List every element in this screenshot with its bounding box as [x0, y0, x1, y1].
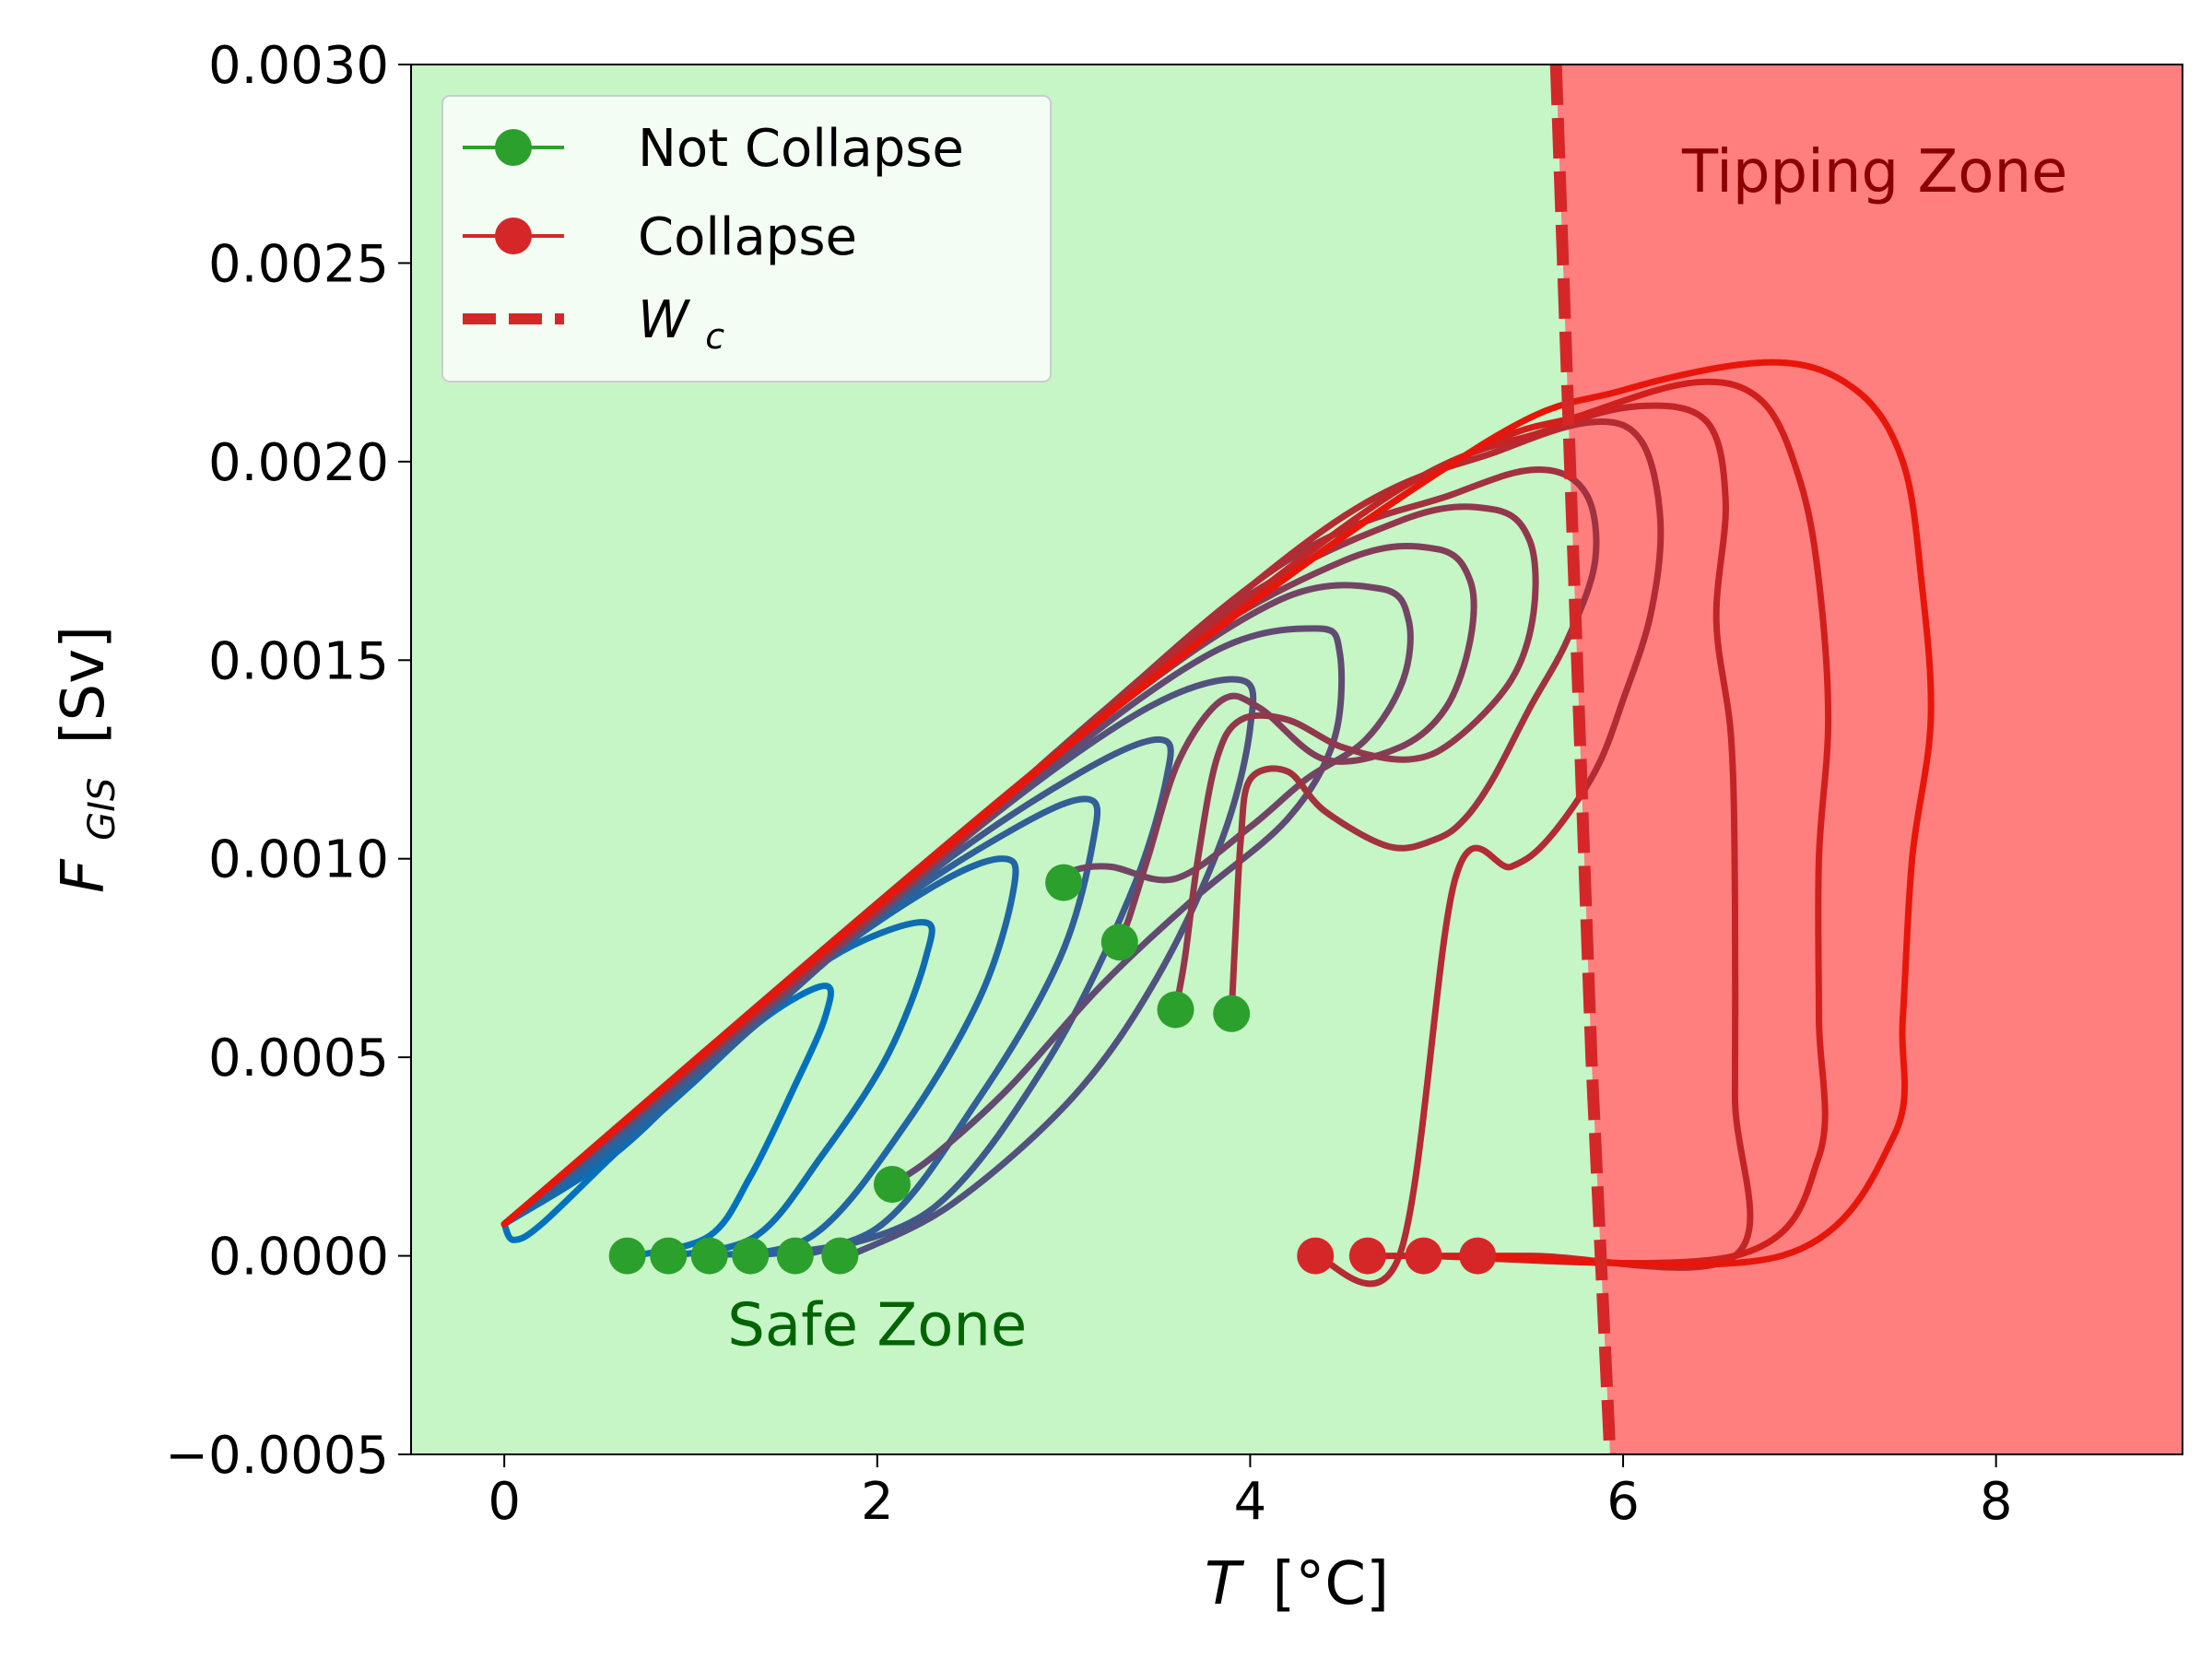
x-tick-label: 8	[1980, 1472, 2013, 1532]
plot-frame	[410, 64, 2183, 1455]
y-tick-label: −0.0005	[165, 1426, 389, 1486]
not-collapse-marker-5	[821, 1237, 859, 1275]
legend-label-wc: W c	[638, 290, 724, 357]
y-tick-label: 0.0030	[208, 36, 389, 96]
y-tick-label: 0.0025	[208, 234, 389, 294]
not-collapse-marker-2	[690, 1237, 728, 1275]
endpoint-markers	[608, 864, 1497, 1275]
plot-area	[411, 65, 2183, 1454]
legend-label-not-collapse: Not Collapse	[638, 119, 964, 179]
safe-zone-region	[411, 65, 1610, 1454]
legend: Not Collapse Collapse W c	[441, 95, 1052, 382]
y-tick-label: 0.0000	[208, 1228, 389, 1288]
not-collapse-marker-8	[1100, 924, 1138, 961]
x-tick-label: 6	[1606, 1472, 1640, 1532]
y-axis-label-subscript: GIS	[81, 778, 124, 841]
x-tick-label: 0	[488, 1472, 521, 1532]
y-tick-label: 0.0020	[208, 433, 389, 493]
legend-marker-not-collapse	[495, 129, 532, 166]
collapse-marker-0	[1297, 1237, 1335, 1275]
y-tick-label: 0.0005	[208, 1029, 389, 1088]
legend-entry-wc: W c	[463, 290, 724, 357]
legend-entry-collapse: Collapse	[463, 207, 857, 267]
safe-zone-label: Safe Zone	[727, 1292, 1027, 1360]
not-collapse-marker-6	[873, 1166, 911, 1204]
tipping-zone-region	[1556, 65, 2183, 1454]
y-tick-label: 0.0015	[208, 631, 389, 691]
legend-label-collapse: Collapse	[638, 207, 857, 267]
x-tick-label: 4	[1234, 1472, 1267, 1532]
collapse-marker-2	[1405, 1237, 1442, 1275]
trajectory-line-0	[500, 982, 834, 1260]
collapse-marker-1	[1348, 1237, 1386, 1275]
x-axis-label-unit: [°C]	[1272, 1550, 1389, 1618]
not-collapse-marker-1	[650, 1237, 688, 1275]
y-tick-label: 0.0010	[208, 830, 389, 890]
trajectory-line-14	[500, 359, 1935, 1268]
collapse-marker-3	[1459, 1237, 1497, 1275]
y-axis: −0.0005 0.0000 0.0005 0.0010 0.0015 0.0020 0.0…	[165, 36, 411, 1486]
not-collapse-marker-7	[1045, 864, 1083, 901]
not-collapse-marker-4	[776, 1237, 814, 1275]
not-collapse-marker-9	[1157, 991, 1194, 1029]
x-axis: 0 2 4 6 8	[488, 1454, 2013, 1532]
y-axis-label-unit: [Sv]	[50, 626, 118, 744]
not-collapse-marker-10	[1213, 994, 1251, 1032]
wc-boundary-line	[1549, 65, 1617, 1454]
legend-box	[441, 95, 1052, 382]
legend-entry-not-collapse: Not Collapse	[463, 119, 964, 179]
trajectory-curves	[500, 359, 1935, 1288]
legend-label-wc-symbol: W	[638, 290, 691, 350]
not-collapse-marker-3	[732, 1237, 770, 1275]
x-axis-label-symbol: T	[1205, 1550, 1245, 1618]
y-axis-label-symbol: F	[50, 858, 118, 893]
x-tick-label: 2	[861, 1472, 894, 1532]
not-collapse-marker-0	[608, 1237, 646, 1275]
trajectory-line-4	[500, 735, 1174, 1260]
x-axis-label: T [°C]	[1205, 1550, 1389, 1618]
y-axis-label: F GIS [Sv]	[50, 626, 129, 893]
tipping-zone-label: Tipping Zone	[1681, 138, 2067, 206]
legend-label-wc-subscript: c	[705, 316, 724, 357]
legend-marker-collapse	[495, 218, 532, 254]
